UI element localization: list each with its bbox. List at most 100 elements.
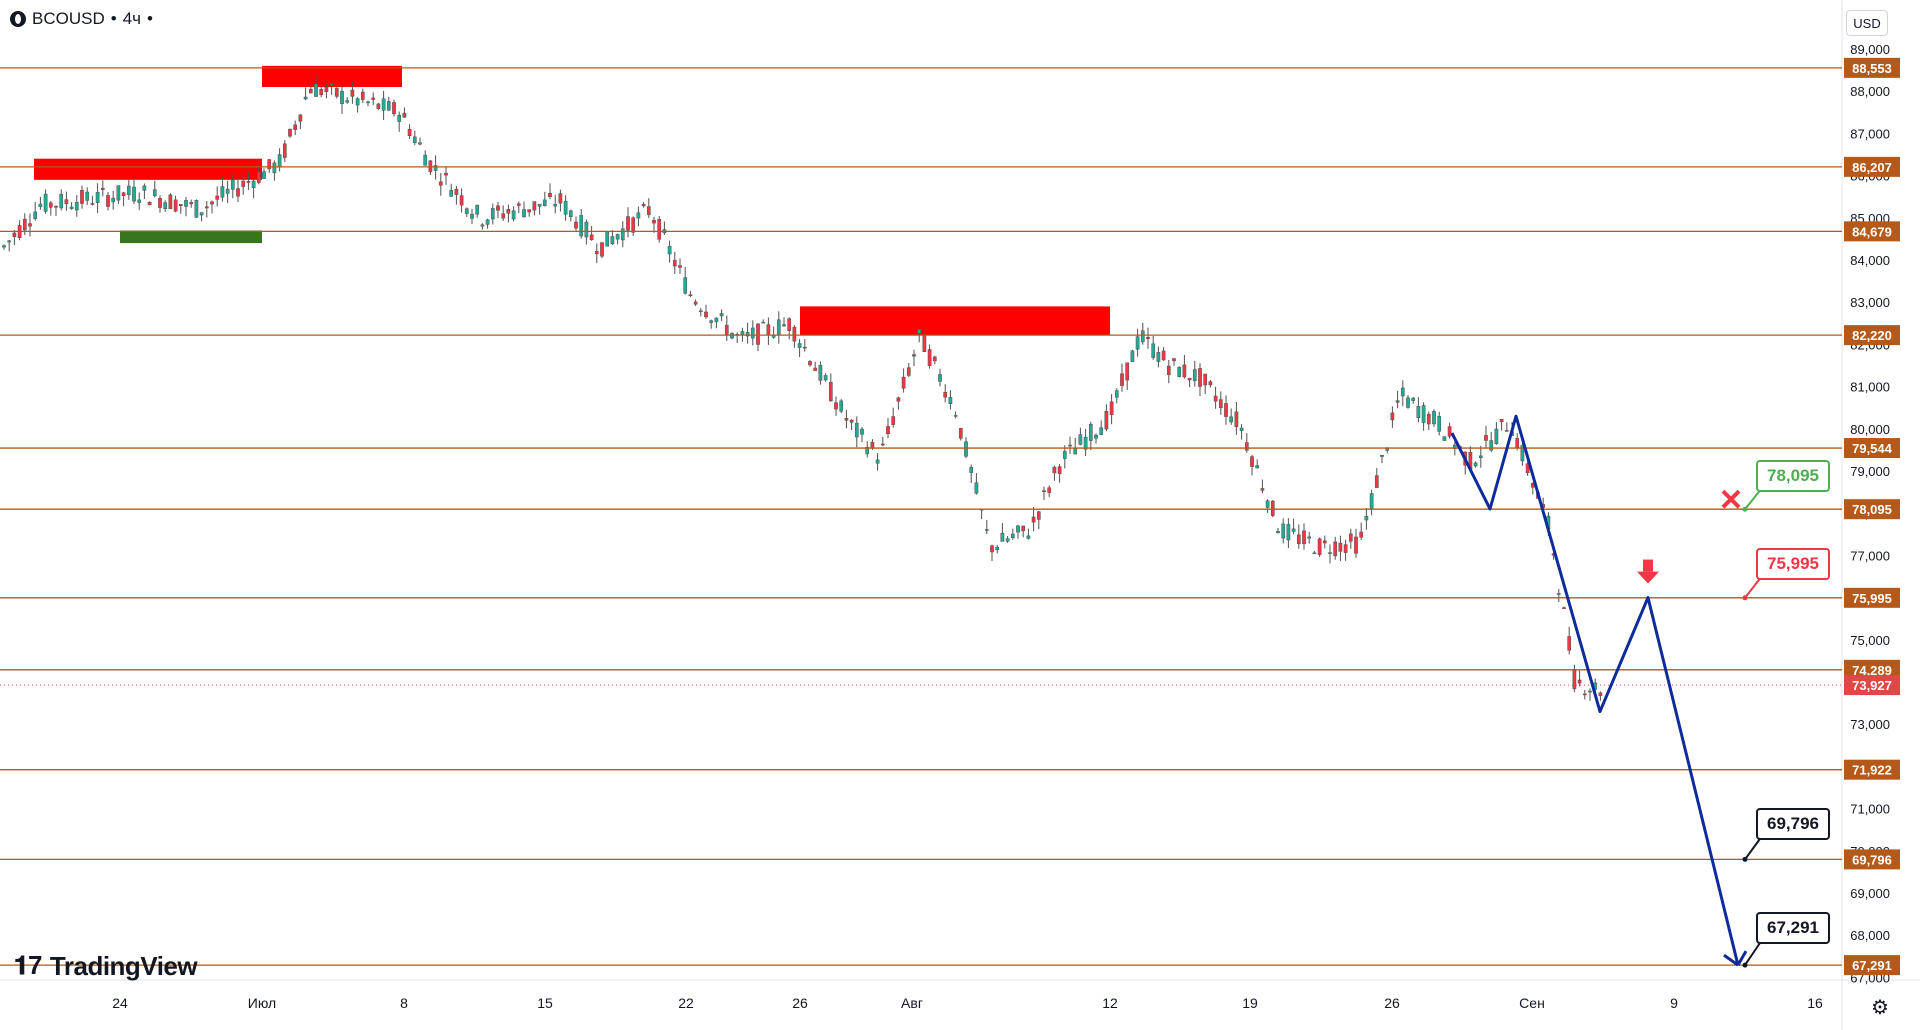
price-tick-label: 84,000 bbox=[1850, 253, 1890, 268]
candle bbox=[272, 162, 277, 174]
candle bbox=[256, 171, 261, 183]
candle bbox=[1437, 416, 1442, 432]
arrow-down-icon bbox=[1637, 571, 1659, 584]
candle bbox=[782, 324, 786, 327]
candle bbox=[158, 197, 162, 208]
candle bbox=[1047, 487, 1052, 493]
candle bbox=[1260, 488, 1265, 491]
candle bbox=[111, 197, 116, 203]
currency-selector[interactable]: USD bbox=[1846, 10, 1888, 36]
candle bbox=[516, 203, 521, 206]
candle bbox=[1302, 530, 1306, 545]
symbol-header[interactable]: BCOUSD • 4ч • bbox=[10, 8, 153, 30]
candle bbox=[423, 154, 428, 166]
candle bbox=[984, 529, 989, 531]
candle bbox=[314, 83, 318, 97]
time-tick-label: 15 bbox=[537, 995, 553, 1011]
price-tick-label: 75,000 bbox=[1850, 633, 1890, 648]
candle bbox=[574, 221, 578, 229]
candle bbox=[927, 349, 932, 366]
candle bbox=[204, 206, 209, 209]
candle bbox=[298, 114, 303, 122]
candle bbox=[688, 294, 693, 297]
candle bbox=[860, 428, 864, 435]
candle bbox=[589, 234, 594, 241]
candle bbox=[288, 129, 292, 137]
callout-value: 78,095 bbox=[1767, 466, 1819, 485]
supply-zone bbox=[262, 65, 402, 87]
candle bbox=[1390, 412, 1395, 421]
candle bbox=[563, 200, 568, 215]
candle bbox=[1343, 544, 1348, 553]
candle bbox=[958, 428, 963, 439]
candle bbox=[678, 265, 682, 268]
symbol-name: BCOUSD bbox=[32, 9, 105, 28]
price-tick-label: 81,000 bbox=[1850, 380, 1890, 395]
candle bbox=[210, 201, 214, 205]
candle bbox=[43, 193, 48, 212]
candle bbox=[511, 210, 516, 220]
candle bbox=[1234, 411, 1239, 428]
candle bbox=[371, 97, 376, 100]
candle bbox=[444, 172, 448, 176]
candle bbox=[464, 208, 469, 214]
candle bbox=[319, 89, 324, 96]
candle bbox=[100, 187, 105, 190]
current-price-tag bbox=[1844, 675, 1900, 696]
callout-value: 75,995 bbox=[1767, 554, 1819, 573]
candle bbox=[1114, 390, 1119, 398]
candle bbox=[485, 219, 490, 225]
candle bbox=[1478, 455, 1483, 458]
candle bbox=[839, 400, 844, 412]
candle bbox=[355, 98, 360, 106]
candle bbox=[54, 205, 58, 208]
candle bbox=[1421, 405, 1426, 423]
price-tick-label: 89,000 bbox=[1850, 42, 1890, 57]
candle bbox=[938, 374, 942, 382]
callout-value: 69,796 bbox=[1767, 814, 1819, 833]
candle bbox=[813, 367, 818, 371]
price-tick-label: 88,000 bbox=[1850, 84, 1890, 99]
candle bbox=[1099, 427, 1104, 435]
candle bbox=[1208, 381, 1213, 386]
callout-value: 67,291 bbox=[1767, 918, 1819, 937]
candle bbox=[236, 188, 240, 197]
candle bbox=[7, 240, 12, 243]
candle bbox=[1073, 448, 1078, 455]
candle bbox=[1094, 434, 1098, 439]
target-callout: 67,291 bbox=[1756, 912, 1830, 944]
candle bbox=[636, 212, 641, 219]
candle bbox=[600, 242, 604, 257]
candle bbox=[454, 188, 459, 195]
candle bbox=[1484, 435, 1488, 441]
candle bbox=[646, 206, 651, 215]
candle bbox=[1442, 436, 1447, 441]
candle bbox=[917, 329, 922, 334]
candle bbox=[459, 195, 464, 206]
candle bbox=[267, 159, 272, 170]
arrow-down-icon bbox=[1643, 559, 1653, 572]
price-level-tag bbox=[1844, 57, 1900, 78]
price-level-tag-label: 69,796 bbox=[1852, 852, 1892, 867]
price-level-tag-label: 78,095 bbox=[1852, 502, 1892, 517]
candle bbox=[1172, 358, 1176, 362]
candle bbox=[1286, 524, 1291, 541]
candle bbox=[376, 103, 381, 109]
candle bbox=[241, 180, 246, 187]
candle bbox=[849, 419, 854, 423]
candle bbox=[1572, 668, 1577, 690]
candle bbox=[1213, 395, 1218, 402]
candle bbox=[1598, 692, 1603, 696]
candle bbox=[1198, 368, 1202, 387]
candle bbox=[1567, 636, 1572, 651]
candle bbox=[761, 321, 766, 324]
candle bbox=[1192, 369, 1197, 382]
candle bbox=[1036, 511, 1041, 520]
candle bbox=[854, 422, 859, 438]
candle bbox=[1229, 416, 1234, 423]
candle bbox=[818, 364, 823, 381]
candle bbox=[132, 186, 136, 202]
candle bbox=[506, 209, 511, 214]
gear-icon[interactable]: ⚙ bbox=[1871, 997, 1889, 1019]
